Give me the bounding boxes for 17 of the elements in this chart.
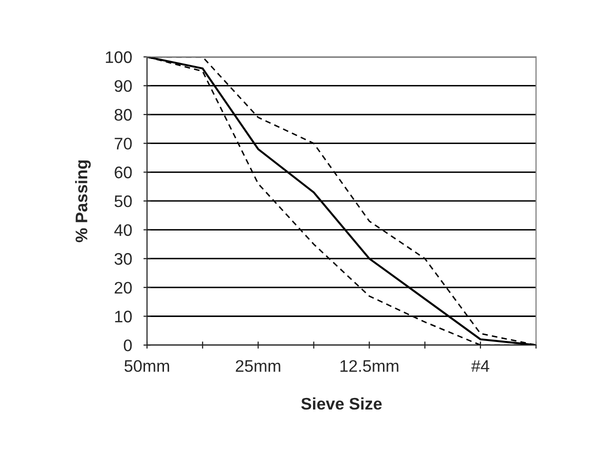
y-tick-label: 50 [114,195,132,208]
y-tick-label: 10 [115,310,132,322]
x-tick-label: #4 [471,360,490,372]
y-tick-label: 100 [106,51,132,64]
x-tick-label: 50mm [124,360,170,372]
y-tick-label: 0 [124,339,132,352]
y-axis-title: % Passing [75,160,91,242]
x-tick-label: 12.5mm [340,360,398,372]
x-axis-title: Sieve Size [301,397,382,410]
y-tick-label: 20 [114,282,132,294]
y-tick-label: 70 [114,138,132,150]
y-tick-label: 60 [114,166,132,178]
y-tick-label: 80 [114,108,132,121]
y-tick-label: 90 [114,80,132,92]
y-tick-label: 40 [114,224,132,236]
y-tick-label: 30 [114,253,132,265]
x-tick-label: 25mm [236,360,280,372]
